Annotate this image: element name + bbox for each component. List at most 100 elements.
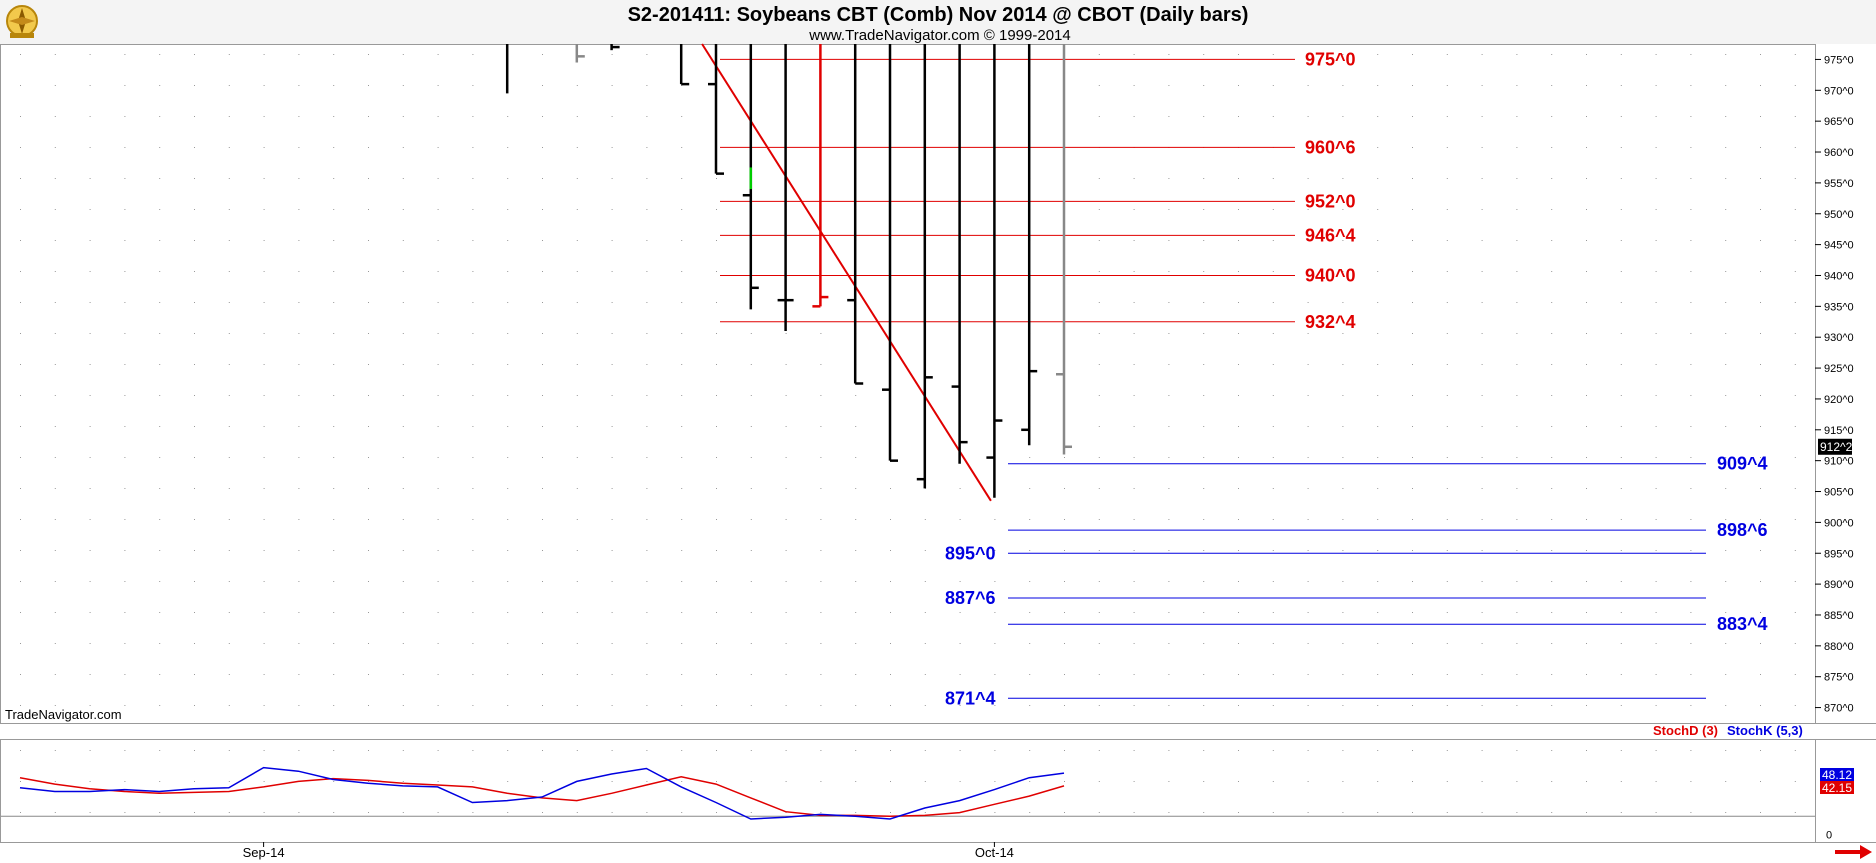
grid-dot [1168, 395, 1170, 396]
grid-dot [1412, 550, 1413, 551]
grid-dot [1586, 116, 1587, 117]
grid-dot [1481, 457, 1483, 458]
stoch-last-badges: 48.12 42.15 [1820, 768, 1854, 795]
grid-dot [1307, 54, 1309, 55]
grid-dot [785, 395, 787, 396]
grid-dot [542, 271, 543, 272]
grid-dot [1516, 550, 1518, 551]
grid-dot [1725, 674, 1727, 675]
grid-dot [1551, 550, 1553, 551]
grid-dot [89, 581, 91, 582]
grid-dot [1098, 302, 1100, 303]
price-bar [916, 44, 933, 489]
grid-dot [194, 781, 195, 782]
grid-dot [1412, 426, 1413, 427]
grid-dot [1377, 612, 1379, 613]
grid-dot [1620, 674, 1622, 675]
grid-dot [1342, 750, 1344, 751]
grid-dot [1272, 674, 1274, 675]
grid-dot [681, 581, 683, 582]
grid-dot [1794, 271, 1796, 272]
grid-dot [855, 550, 857, 551]
grid-dot [228, 364, 230, 365]
grid-dot [194, 209, 195, 210]
grid-dot [1586, 457, 1587, 458]
grid-dot [20, 54, 21, 55]
grid-dot [124, 364, 126, 365]
grid-dot [1655, 147, 1657, 148]
grid-dot [368, 209, 369, 210]
grid-dot [576, 705, 578, 706]
grid-dot [1551, 333, 1553, 334]
grid-dot [159, 240, 161, 241]
grid-dot [298, 271, 300, 272]
grid-dot [750, 519, 752, 520]
grid-dot [750, 426, 752, 427]
grid-dot [1412, 674, 1413, 675]
grid-dot [1238, 116, 1239, 117]
grid-dot [959, 519, 961, 520]
grid-dot [1377, 674, 1379, 675]
grid-dot [716, 271, 717, 272]
grid-dot [959, 705, 961, 706]
grid-dot [368, 705, 369, 706]
grid-dot [402, 812, 404, 813]
grid-dot [1446, 209, 1448, 210]
grid-dot [576, 271, 578, 272]
grid-dot [54, 705, 56, 706]
grid-dot [368, 178, 369, 179]
grid-dot [1551, 178, 1553, 179]
grid-dot [1446, 85, 1448, 86]
compass-logo-icon[interactable] [6, 5, 38, 38]
grid-dot [1272, 750, 1274, 751]
grid-dot [1098, 781, 1100, 782]
grid-dot [1446, 750, 1448, 751]
grid-dot [576, 550, 578, 551]
grid-dot [1725, 147, 1727, 148]
grid-dot [1098, 364, 1100, 365]
grid-dot [611, 302, 613, 303]
grid-dot [1655, 209, 1657, 210]
grid-dot [542, 426, 543, 427]
grid-dot [1655, 178, 1657, 179]
grid-dot [20, 674, 21, 675]
grid-dot [1620, 147, 1622, 148]
grid-dot [89, 333, 91, 334]
grid-dot [1655, 781, 1657, 782]
grid-dot [1377, 519, 1379, 520]
grid-dot [611, 209, 613, 210]
grid-dot [646, 85, 648, 86]
grid-dot [20, 333, 21, 334]
grid-dot [785, 333, 787, 334]
grid-dot [924, 643, 926, 644]
grid-dot [1481, 550, 1483, 551]
grid-dot [507, 426, 509, 427]
grid-dot [1446, 705, 1448, 706]
grid-dot [472, 550, 474, 551]
grid-dot [89, 550, 91, 551]
grid-dot [159, 147, 161, 148]
grid-dot [1098, 550, 1100, 551]
grid-dot [1412, 781, 1413, 782]
grid-dot [472, 85, 474, 86]
grid-dot [1446, 674, 1448, 675]
grid-dot [472, 54, 474, 55]
grid-dot [124, 750, 126, 751]
grid-dot [1272, 519, 1274, 520]
grid-dot [20, 147, 21, 148]
grid-dot [402, 85, 404, 86]
grid-dot [611, 581, 613, 582]
grid-dot [1342, 116, 1344, 117]
grid-dot [542, 364, 543, 365]
grid-dot [472, 705, 474, 706]
grid-dot [1446, 643, 1448, 644]
scroll-right-arrow-icon[interactable] [1835, 845, 1872, 859]
support-label: 895^0 [945, 543, 996, 563]
grid-dot [1446, 271, 1448, 272]
grid-dot [1377, 550, 1379, 551]
grid-dot [1690, 781, 1692, 782]
price-bar [575, 44, 585, 63]
grid-dot [1794, 178, 1796, 179]
grid-dot [333, 54, 335, 55]
grid-dot [1586, 240, 1587, 241]
